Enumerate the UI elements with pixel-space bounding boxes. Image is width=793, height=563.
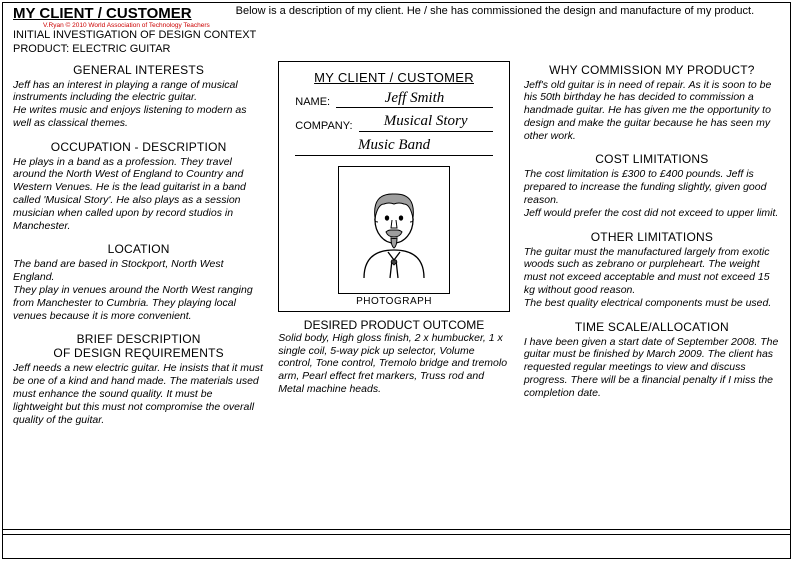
location-title: LOCATION [13, 242, 264, 256]
brief-title-2: OF DESIGN REQUIREMENTS [13, 346, 264, 360]
company-row: COMPANY: Musical Story [295, 114, 493, 132]
other-body: The guitar must the manufactured largely… [524, 246, 780, 310]
context-block: INITIAL INVESTIGATION OF DESIGN CONTEXT … [3, 29, 790, 57]
company-value: Musical Story [359, 114, 493, 132]
occupation-title: OCCUPATION - DESCRIPTION [13, 140, 264, 154]
outcome-body: Solid body, High gloss finish, 2 x humbu… [278, 332, 510, 396]
company-label: COMPANY: [295, 120, 358, 132]
interests-body: Jeff has an interest in playing a range … [13, 79, 264, 130]
header-row: MY CLIENT / CUSTOMER V.Ryan © 2010 World… [3, 3, 790, 29]
card-title: MY CLIENT / CUSTOMER [295, 70, 493, 85]
title-block: MY CLIENT / CUSTOMER V.Ryan © 2010 World… [13, 5, 210, 29]
footer-space [3, 535, 790, 546]
page-subtitle: Below is a description of my client. He … [210, 5, 780, 17]
name-value: Jeff Smith [336, 91, 493, 109]
other-title: OTHER LIMITATIONS [524, 230, 780, 244]
context-line-1: INITIAL INVESTIGATION OF DESIGN CONTEXT [13, 29, 780, 43]
name-row: NAME: Jeff Smith [295, 91, 493, 109]
worksheet-frame: MY CLIENT / CUSTOMER V.Ryan © 2010 World… [2, 2, 791, 559]
left-column: GENERAL INTERESTS Jeff has an interest i… [13, 57, 264, 525]
page-title: MY CLIENT / CUSTOMER [13, 5, 210, 22]
columns: GENERAL INTERESTS Jeff has an interest i… [3, 57, 790, 529]
copyright-line: V.Ryan © 2010 World Association of Techn… [43, 22, 210, 29]
right-column: WHY COMMISSION MY PRODUCT? Jeff's old gu… [524, 57, 780, 525]
name-label: NAME: [295, 96, 336, 108]
occupation-body: He plays in a band as a profession. They… [13, 156, 264, 233]
footer-bars [3, 529, 790, 546]
interests-title: GENERAL INTERESTS [13, 63, 264, 77]
location-body: The band are based in Stockport, North W… [13, 258, 264, 322]
time-title: TIME SCALE/ALLOCATION [524, 320, 780, 334]
cost-body: The cost limitation is £300 to £400 poun… [524, 168, 780, 219]
photo-frame [338, 166, 450, 294]
client-card: MY CLIENT / CUSTOMER NAME: Jeff Smith CO… [278, 61, 510, 312]
company-row-2: Music Band [295, 138, 493, 156]
why-title: WHY COMMISSION MY PRODUCT? [524, 63, 780, 77]
brief-title-1: BRIEF DESCRIPTION [13, 332, 264, 346]
outcome-title: DESIRED PRODUCT OUTCOME [278, 318, 510, 332]
brief-body: Jeff needs a new electric guitar. He ins… [13, 362, 264, 426]
why-body: Jeff's old guitar is in need of repair. … [524, 79, 780, 143]
time-body: I have been given a start date of Septem… [524, 336, 780, 400]
portrait-icon [354, 180, 434, 280]
cost-title: COST LIMITATIONS [524, 152, 780, 166]
photo-caption: PHOTOGRAPH [295, 296, 493, 307]
company-value-2: Music Band [295, 138, 493, 156]
middle-column: MY CLIENT / CUSTOMER NAME: Jeff Smith CO… [278, 57, 510, 525]
context-line-2: PRODUCT: ELECTRIC GUITAR [13, 43, 780, 57]
